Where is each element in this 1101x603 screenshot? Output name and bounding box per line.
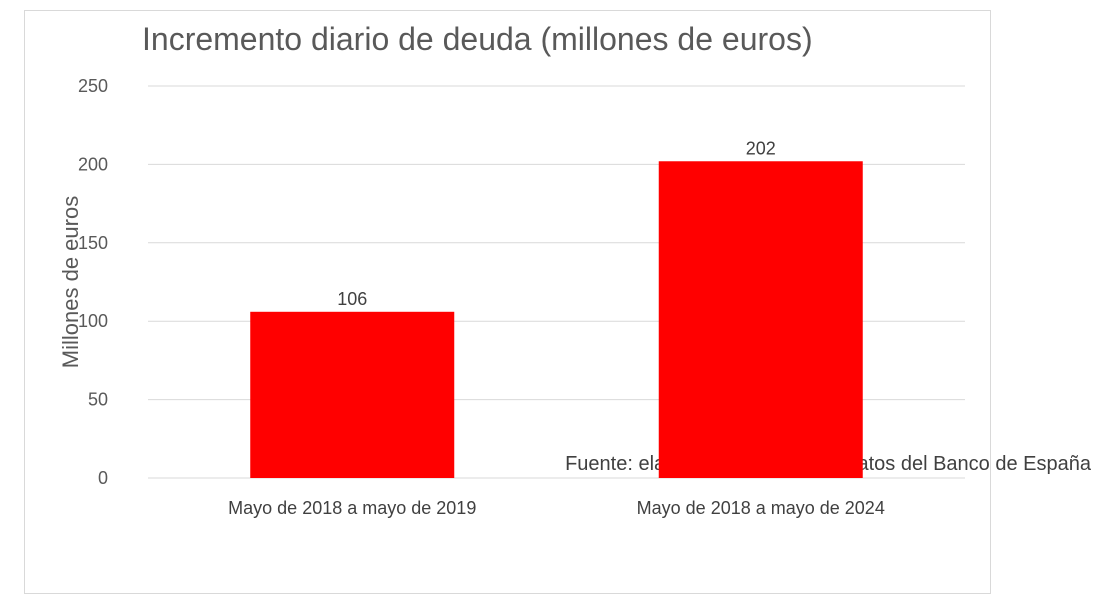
chart-title: Incremento diario de deuda (millones de … — [142, 21, 813, 57]
y-tick-label: 150 — [78, 233, 108, 253]
bars — [250, 161, 863, 479]
y-tick-label: 100 — [78, 311, 108, 331]
y-tick-label: 50 — [88, 390, 108, 410]
data-labels: 106 202 — [337, 138, 776, 309]
x-category-label: Mayo de 2018 a mayo de 2024 — [637, 498, 885, 518]
y-tick-label: 200 — [78, 154, 108, 174]
y-axis-label: Millones de euros — [58, 196, 83, 368]
y-tick-label: 250 — [78, 76, 108, 96]
bar — [250, 311, 455, 478]
y-axis-ticks: 0 50 100 150 200 250 — [78, 76, 108, 488]
x-category-label: Mayo de 2018 a mayo de 2019 — [228, 498, 476, 518]
data-label: 106 — [337, 289, 367, 309]
bar — [658, 161, 863, 479]
y-tick-label: 0 — [98, 468, 108, 488]
x-axis-categories: Mayo de 2018 a mayo de 2019 Mayo de 2018 … — [228, 498, 885, 518]
data-label: 202 — [746, 138, 776, 158]
